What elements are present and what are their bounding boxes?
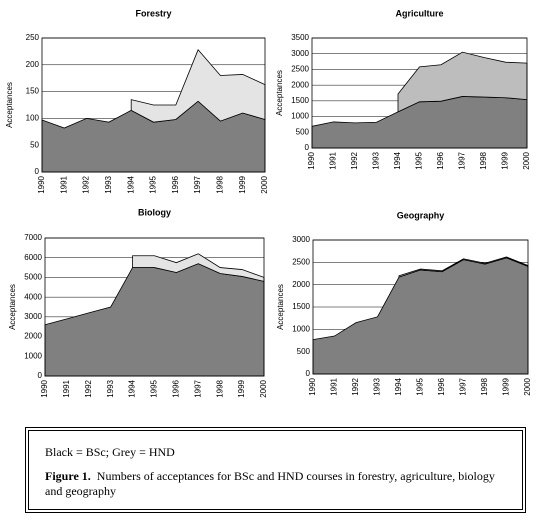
x-tick-label: 1994 — [128, 379, 137, 397]
x-tick-label: 1997 — [458, 151, 467, 169]
y-tick-label: 3000 — [24, 312, 42, 321]
chart-title: Forestry — [135, 8, 171, 18]
x-tick-label: 1992 — [84, 379, 93, 397]
x-tick-label: 1999 — [502, 377, 511, 395]
x-tick-label: 1993 — [104, 175, 113, 193]
caption-box: Black = BSc; Grey = HND Figure 1. Number… — [25, 427, 526, 513]
caption-label: Figure 1. — [45, 469, 91, 483]
y-tick-label: 0 — [35, 167, 40, 176]
y-tick-label: 3000 — [292, 235, 310, 244]
y-axis-label: Acceptances — [5, 82, 14, 128]
x-tick-label: 1997 — [193, 379, 202, 397]
y-tick-label: 1500 — [292, 302, 310, 311]
charts: Forestry Acceptances 0 50 100 150 200 250 1990 19… — [5, 8, 532, 397]
y-tick-label: 2500 — [292, 257, 310, 266]
plot-frame — [44, 237, 265, 377]
y-tick-label: 3500 — [291, 33, 309, 42]
y-axis-label: Acceptances — [276, 284, 285, 330]
x-tick-label: 1997 — [193, 175, 202, 193]
y-tick-label: 1000 — [24, 351, 42, 360]
x-tick-label: 1992 — [351, 377, 360, 395]
x-tick-label: 1991 — [330, 377, 339, 395]
x-tick-label: 1995 — [149, 175, 158, 193]
x-tick-label: 1996 — [172, 379, 181, 397]
y-tick-label: 2500 — [291, 65, 309, 74]
x-tick-label: 2000 — [260, 175, 269, 193]
y-tick-label: 4000 — [24, 292, 42, 301]
caption-body: Numbers of acceptances for BSc and HND c… — [45, 469, 495, 498]
y-tick-label: 3000 — [291, 49, 309, 58]
y-tick-label: 200 — [26, 60, 40, 69]
y-tick-label: 7000 — [24, 233, 42, 242]
y-tick-label: 0 — [306, 369, 311, 378]
x-tick-label: 1999 — [238, 175, 247, 193]
x-tick-label: 1999 — [237, 379, 246, 397]
y-tick-label: 2000 — [292, 280, 310, 289]
caption-legend: Black = BSc; Grey = HND — [45, 445, 175, 459]
x-tick-label: 1996 — [437, 377, 446, 395]
y-tick-label: 500 — [297, 347, 311, 356]
area — [312, 257, 529, 375]
x-tick-label: 1994 — [394, 377, 403, 395]
x-tick-label: 1993 — [372, 151, 381, 169]
chart-title: Biology — [138, 207, 171, 217]
plot-frame — [41, 37, 266, 173]
y-tick-label: 1000 — [291, 112, 309, 121]
y-tick-label: 1500 — [291, 96, 309, 105]
y-tick-label: 0 — [38, 371, 43, 380]
y-tick-label: 250 — [26, 33, 40, 42]
y-tick-label: 2000 — [291, 80, 309, 89]
x-tick-label: 1993 — [373, 377, 382, 395]
x-tick-label: 1992 — [82, 175, 91, 193]
y-axis-label: Acceptances — [8, 284, 17, 330]
y-axis-label: Acceptances — [275, 70, 284, 116]
x-tick-label: 1998 — [479, 151, 488, 169]
x-tick-label: 1996 — [171, 175, 180, 193]
y-tick-label: 6000 — [24, 253, 42, 262]
y-tick-label: 1000 — [292, 324, 310, 333]
x-tick-label: 1991 — [329, 151, 338, 169]
x-tick-label: 1991 — [59, 175, 68, 193]
area — [44, 263, 265, 377]
x-tick-label: 1992 — [350, 151, 359, 169]
x-tick-label: 1995 — [150, 379, 159, 397]
chart-title: Geography — [397, 210, 445, 220]
x-tick-label: 1994 — [126, 175, 135, 193]
x-tick-label: 2000 — [523, 377, 532, 395]
plot-frame — [312, 239, 529, 375]
y-tick-label: 2000 — [24, 332, 42, 341]
x-tick-label: 1999 — [501, 151, 510, 169]
x-tick-label: 1996 — [436, 151, 445, 169]
x-tick-label: 1997 — [459, 377, 468, 395]
y-tick-label: 500 — [296, 127, 310, 136]
caption-text: Figure 1. Numbers of acceptances for BSc… — [45, 469, 505, 499]
y-tick-label: 0 — [305, 143, 310, 152]
y-tick-label: 5000 — [24, 273, 42, 282]
x-tick-label: 1998 — [216, 175, 225, 193]
area — [311, 96, 528, 149]
x-tick-label: 2000 — [259, 379, 268, 397]
x-tick-label: 2000 — [522, 151, 531, 169]
x-tick-label: 1995 — [416, 377, 425, 395]
x-tick-label: 1995 — [415, 151, 424, 169]
chart-title: Agriculture — [395, 8, 443, 18]
x-tick-label: 1990 — [307, 151, 316, 169]
y-tick-label: 50 — [30, 140, 39, 149]
plot-frame — [311, 37, 528, 149]
x-tick-label: 1998 — [480, 377, 489, 395]
x-tick-label: 1990 — [308, 377, 317, 395]
x-tick-label: 1990 — [40, 379, 49, 397]
x-tick-label: 1993 — [106, 379, 115, 397]
x-tick-label: 1991 — [62, 379, 71, 397]
x-tick-label: 1990 — [37, 175, 46, 193]
x-tick-label: 1994 — [393, 151, 402, 169]
x-tick-label: 1998 — [215, 379, 224, 397]
y-tick-label: 100 — [26, 114, 40, 123]
y-tick-label: 150 — [26, 87, 40, 96]
